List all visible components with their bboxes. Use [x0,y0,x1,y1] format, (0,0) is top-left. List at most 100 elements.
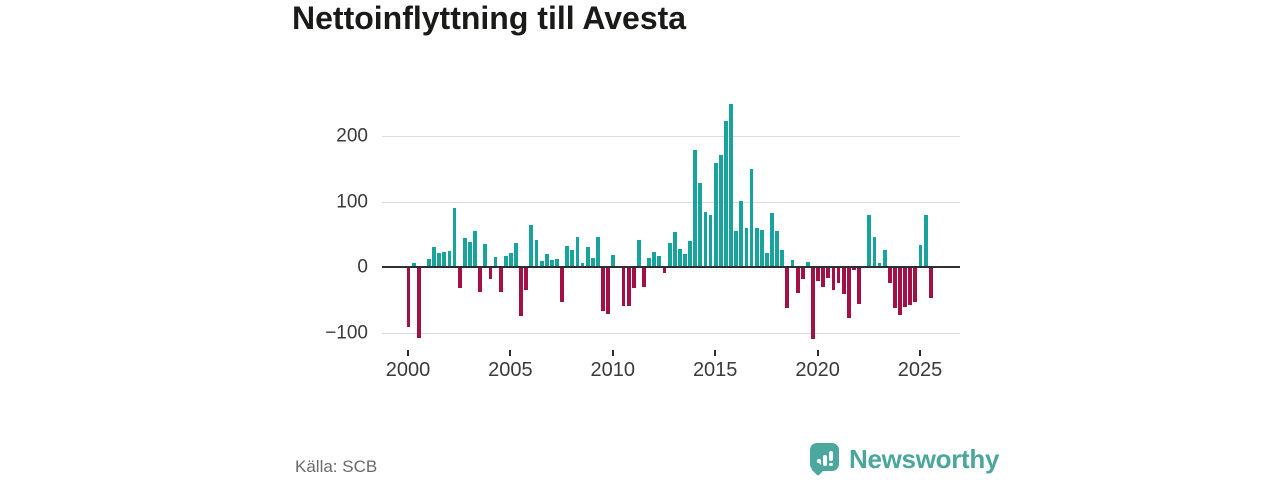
bar [770,212,774,268]
bar [718,154,723,268]
bar [416,268,421,339]
bar [846,268,851,319]
gridline [382,201,960,203]
bar [549,259,554,268]
bar [652,252,657,268]
bar [555,259,559,268]
bar [509,252,513,268]
bar [893,268,897,308]
bar [713,162,718,268]
bar [437,252,442,268]
bar [703,212,708,268]
bar [841,268,846,295]
bar [539,260,544,268]
y-axis-tick-label: −100 [325,322,368,344]
bar [667,242,672,268]
bar [462,237,467,268]
bar [867,214,872,268]
bar [488,268,493,279]
bar [811,268,815,340]
gridline [382,135,960,137]
bar [529,225,534,268]
bar [575,236,580,268]
gridline [382,332,960,334]
logo-bar-icon [816,459,821,466]
bar [427,259,431,268]
x-axis-tick [509,350,512,356]
bar [734,231,739,268]
bar [913,268,918,302]
bar [672,231,677,268]
bar [683,254,687,268]
bar [631,268,636,288]
bar [708,214,713,268]
bar [785,268,790,309]
bar [560,268,564,303]
logo-exclamation-icon [828,451,833,466]
bar [432,247,436,268]
bar [724,121,728,268]
bar [442,252,447,268]
bar [606,268,611,315]
bar [626,268,631,306]
bar [570,250,575,268]
bar [928,268,933,299]
bar [852,268,856,270]
bar [790,259,795,268]
bar [498,268,503,293]
bar [908,268,913,305]
newsworthy-logo-icon [810,443,839,471]
bar [903,268,908,307]
bar [826,268,831,279]
bar [836,268,841,284]
bar [452,208,457,268]
bar [519,268,524,317]
bar [816,268,820,282]
x-axis-tick [714,350,717,356]
bar [744,228,749,268]
bar [524,268,529,290]
bar [580,263,585,268]
bar [457,268,462,288]
bar [411,263,416,268]
bar [857,268,861,304]
bar [800,268,805,279]
bar [688,240,692,268]
bar [544,254,549,268]
logo-bar-icon [822,455,827,466]
bar [918,244,923,268]
bar [647,258,652,268]
bar [805,261,810,268]
bar [565,245,570,268]
bar [478,268,483,292]
bar [601,268,605,311]
bar [872,236,877,268]
bar [698,183,703,268]
x-axis-tick-label: 2025 [897,359,943,381]
x-axis-tick-label: 2005 [488,359,533,381]
bar [447,250,452,268]
x-axis-tick [816,350,819,356]
x-axis-tick [611,350,614,356]
bar [831,268,836,290]
bar [637,239,641,268]
bar [611,254,616,268]
bar [795,268,800,294]
bar [887,268,892,283]
bar [882,250,887,268]
chart-title: Nettoinflyttning till Avesta [292,0,687,36]
bar [406,268,411,327]
bar [503,256,508,268]
bar [493,257,498,268]
bar [590,258,595,268]
bar [483,243,488,268]
bar [657,256,662,268]
x-axis-tick-label: 2000 [385,359,431,381]
bar [585,246,590,268]
x-axis-tick [407,350,409,356]
bar [642,268,646,288]
x-axis-tick-label: 2010 [590,359,636,381]
bar [693,150,698,268]
